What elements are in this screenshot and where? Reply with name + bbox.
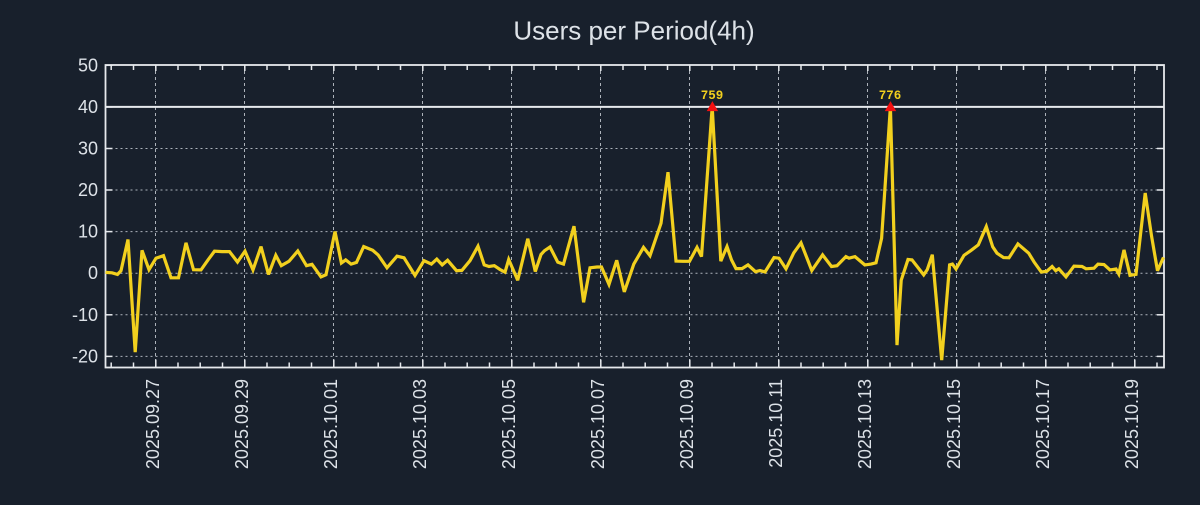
- svg-text:2025.10.15: 2025.10.15: [944, 379, 964, 469]
- svg-text:Users per Period(4h): Users per Period(4h): [513, 16, 754, 46]
- svg-text:2025.10.03: 2025.10.03: [410, 379, 430, 469]
- svg-text:2025.10.05: 2025.10.05: [499, 379, 519, 469]
- svg-text:759: 759: [701, 89, 724, 103]
- svg-text:40: 40: [78, 97, 98, 117]
- svg-text:2025.10.13: 2025.10.13: [855, 379, 875, 469]
- svg-text:50: 50: [78, 55, 98, 75]
- svg-text:2025.09.29: 2025.09.29: [232, 379, 252, 469]
- svg-text:2025.10.17: 2025.10.17: [1033, 379, 1053, 469]
- svg-text:2025.10.07: 2025.10.07: [588, 379, 608, 469]
- svg-text:-10: -10: [72, 305, 98, 325]
- svg-text:30: 30: [78, 139, 98, 159]
- svg-text:-20: -20: [72, 346, 98, 366]
- svg-text:2025.09.27: 2025.09.27: [143, 379, 163, 469]
- svg-text:2025.10.01: 2025.10.01: [321, 379, 341, 469]
- svg-text:2025.10.19: 2025.10.19: [1122, 379, 1142, 469]
- svg-text:10: 10: [78, 222, 98, 242]
- svg-text:2025.10.09: 2025.10.09: [677, 379, 697, 469]
- svg-text:2025.10.11: 2025.10.11: [766, 379, 786, 468]
- svg-text:20: 20: [78, 180, 98, 200]
- svg-text:776: 776: [879, 89, 902, 103]
- svg-text:0: 0: [88, 263, 98, 283]
